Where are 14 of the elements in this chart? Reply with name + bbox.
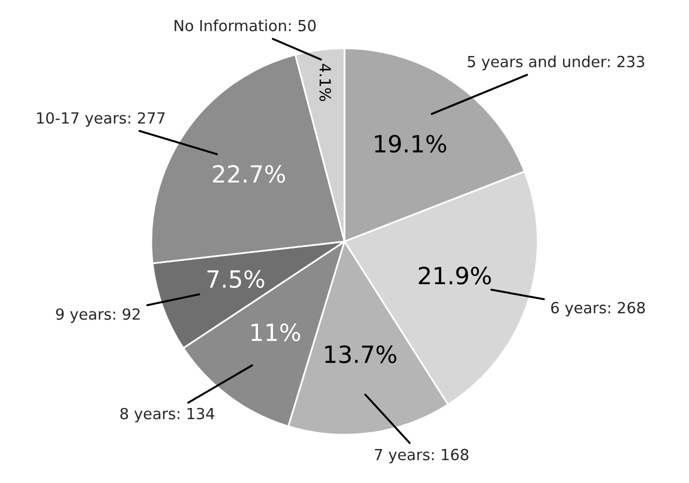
data-label: 4.1% (319, 64, 332, 102)
data-label: 21.9% (418, 266, 491, 285)
slice-label: 7 years: 168 (374, 448, 468, 464)
data-label: 13.7% (325, 345, 396, 364)
data-label: 22.7% (213, 165, 286, 183)
slice-label: 5 years and under: 233 (468, 56, 644, 70)
data-label: 19.1% (375, 134, 446, 153)
slice-label: 10-17 years: 277 (37, 112, 165, 127)
slice-label: No Information: 50 (174, 20, 316, 32)
slice-label: 8 years: 134 (120, 408, 214, 422)
data-label: 7.5% (208, 270, 264, 288)
data-label: 11% (252, 323, 300, 342)
slice-label: 6 years: 268 (551, 302, 645, 316)
slice-label: 9 years: 92 (56, 308, 140, 323)
